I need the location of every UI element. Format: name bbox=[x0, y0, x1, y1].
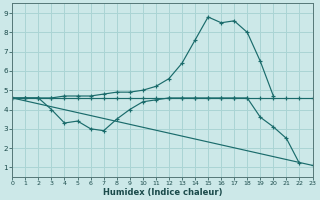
X-axis label: Humidex (Indice chaleur): Humidex (Indice chaleur) bbox=[103, 188, 222, 197]
